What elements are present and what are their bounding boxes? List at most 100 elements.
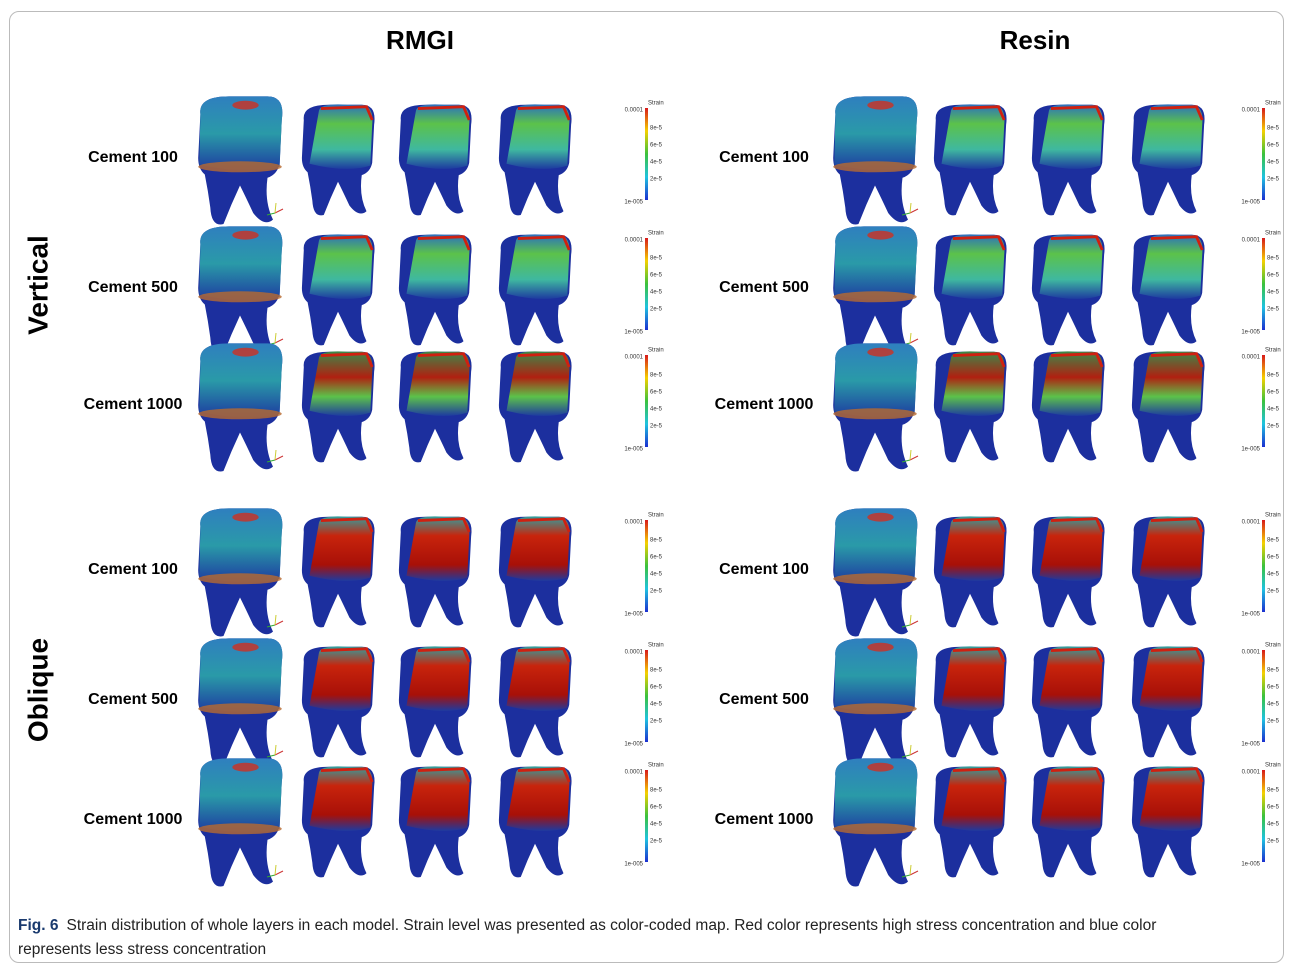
tooth-crown [407, 646, 470, 711]
tooth-model [833, 508, 917, 636]
colorbar-tick: 2e-5 [650, 589, 663, 595]
colorbar-tick: 2e-5 [650, 424, 663, 430]
colorbar-tick: 4e-5 [1267, 572, 1280, 578]
colorbar-tick: 6e-5 [1267, 685, 1280, 691]
colorbar-tick: 6e-5 [650, 805, 663, 811]
tooth-crown [942, 104, 1005, 169]
column-title: Resin [1000, 25, 1071, 55]
margin-band [833, 291, 917, 302]
axis-triad [275, 871, 283, 875]
colorbar-tick: 2e-5 [650, 719, 663, 725]
colorbar-tick: 2e-5 [650, 177, 663, 183]
colorbar-tick: 4e-5 [650, 407, 663, 413]
tooth-crown [407, 104, 470, 169]
colorbar-tick: 4e-5 [650, 822, 663, 828]
colorbar-tick: 8e-5 [650, 256, 663, 262]
colorbar-tick: 6e-5 [650, 685, 663, 691]
margin-band [833, 161, 917, 172]
colorbar-tick: 4e-5 [650, 160, 663, 166]
hot-spot [232, 101, 258, 110]
colorbar-min: 1e-005 [624, 742, 643, 748]
colorbar-max: 0.0001 [625, 238, 644, 244]
tooth-crown [1040, 516, 1103, 581]
tooth-crown [310, 766, 373, 831]
tooth-model [399, 234, 472, 345]
tooth-model [934, 516, 1007, 627]
tooth-model [934, 351, 1007, 462]
colorbar-min: 1e-005 [624, 200, 643, 206]
colorbar-tick: 6e-5 [1267, 805, 1280, 811]
colorbar-tick: 2e-5 [1267, 424, 1280, 430]
group-label: Oblique [22, 638, 53, 742]
colorbar [1262, 650, 1265, 742]
colorbar-tick: 4e-5 [1267, 822, 1280, 828]
colorbar-tick: 8e-5 [1267, 538, 1280, 544]
margin-band [198, 573, 282, 584]
tooth-crown [942, 234, 1005, 299]
tooth-model [499, 234, 572, 345]
row-label: Cement 500 [719, 691, 809, 708]
colorbar-tick: 6e-5 [1267, 390, 1280, 396]
colorbar [1262, 520, 1265, 612]
colorbar [1262, 770, 1265, 862]
axis-triad [275, 450, 276, 460]
tooth-crown [1140, 516, 1203, 581]
axis-triad [910, 751, 918, 755]
axis-triad [910, 615, 911, 625]
colorbar-tick: 6e-5 [650, 143, 663, 149]
tooth-model [302, 516, 375, 627]
tooth-model [1132, 646, 1205, 757]
tooth-model [833, 343, 917, 471]
colorbar-tick: 4e-5 [650, 290, 663, 296]
tooth-model [499, 351, 572, 462]
hot-spot [232, 231, 258, 240]
tooth-model [198, 638, 282, 766]
tooth-crown [407, 351, 470, 416]
colorbar-tick: 8e-5 [650, 668, 663, 674]
tooth-model [198, 758, 282, 886]
tooth-model [833, 758, 917, 886]
colorbar-title: Strain [648, 643, 664, 649]
colorbar-tick: 8e-5 [1267, 373, 1280, 379]
axis-triad [275, 209, 283, 213]
tooth-model [1032, 104, 1105, 215]
hot-spot [867, 643, 893, 652]
colorbar-tick: 6e-5 [650, 390, 663, 396]
axis-triad [910, 621, 918, 625]
colorbar-title: Strain [648, 231, 664, 237]
row-label: Cement 500 [88, 691, 178, 708]
colorbar-title: Strain [1265, 763, 1281, 769]
tooth-model [499, 516, 572, 627]
margin-band [198, 408, 282, 419]
colorbar-tick: 8e-5 [650, 788, 663, 794]
colorbar-min: 1e-005 [624, 862, 643, 868]
row-label: Cement 100 [719, 149, 809, 166]
hot-spot [867, 763, 893, 772]
tooth-crown [942, 766, 1005, 831]
colorbar-tick: 8e-5 [650, 126, 663, 132]
axis-triad [275, 751, 283, 755]
tooth-model [399, 646, 472, 757]
axis-triad [275, 339, 283, 343]
colorbar-tick: 2e-5 [650, 307, 663, 313]
colorbar-tick: 4e-5 [1267, 160, 1280, 166]
colorbar-tick: 8e-5 [1267, 256, 1280, 262]
colorbar [1262, 238, 1265, 330]
colorbar-tick: 8e-5 [650, 373, 663, 379]
colorbar-min: 1e-005 [1241, 200, 1260, 206]
row-label: Cement 1000 [84, 396, 183, 413]
tooth-crown [507, 351, 570, 416]
axis-triad [910, 203, 911, 213]
hot-spot [867, 101, 893, 110]
tooth-crown [310, 234, 373, 299]
colorbar-tick: 8e-5 [1267, 126, 1280, 132]
row-label: Cement 100 [88, 561, 178, 578]
margin-band [198, 823, 282, 834]
tooth-model [302, 646, 375, 757]
tooth-model [198, 343, 282, 471]
colorbar-tick: 2e-5 [650, 839, 663, 845]
margin-band [198, 291, 282, 302]
tooth-model [1132, 104, 1205, 215]
colorbar-tick: 2e-5 [1267, 177, 1280, 183]
colorbar-tick: 8e-5 [650, 538, 663, 544]
